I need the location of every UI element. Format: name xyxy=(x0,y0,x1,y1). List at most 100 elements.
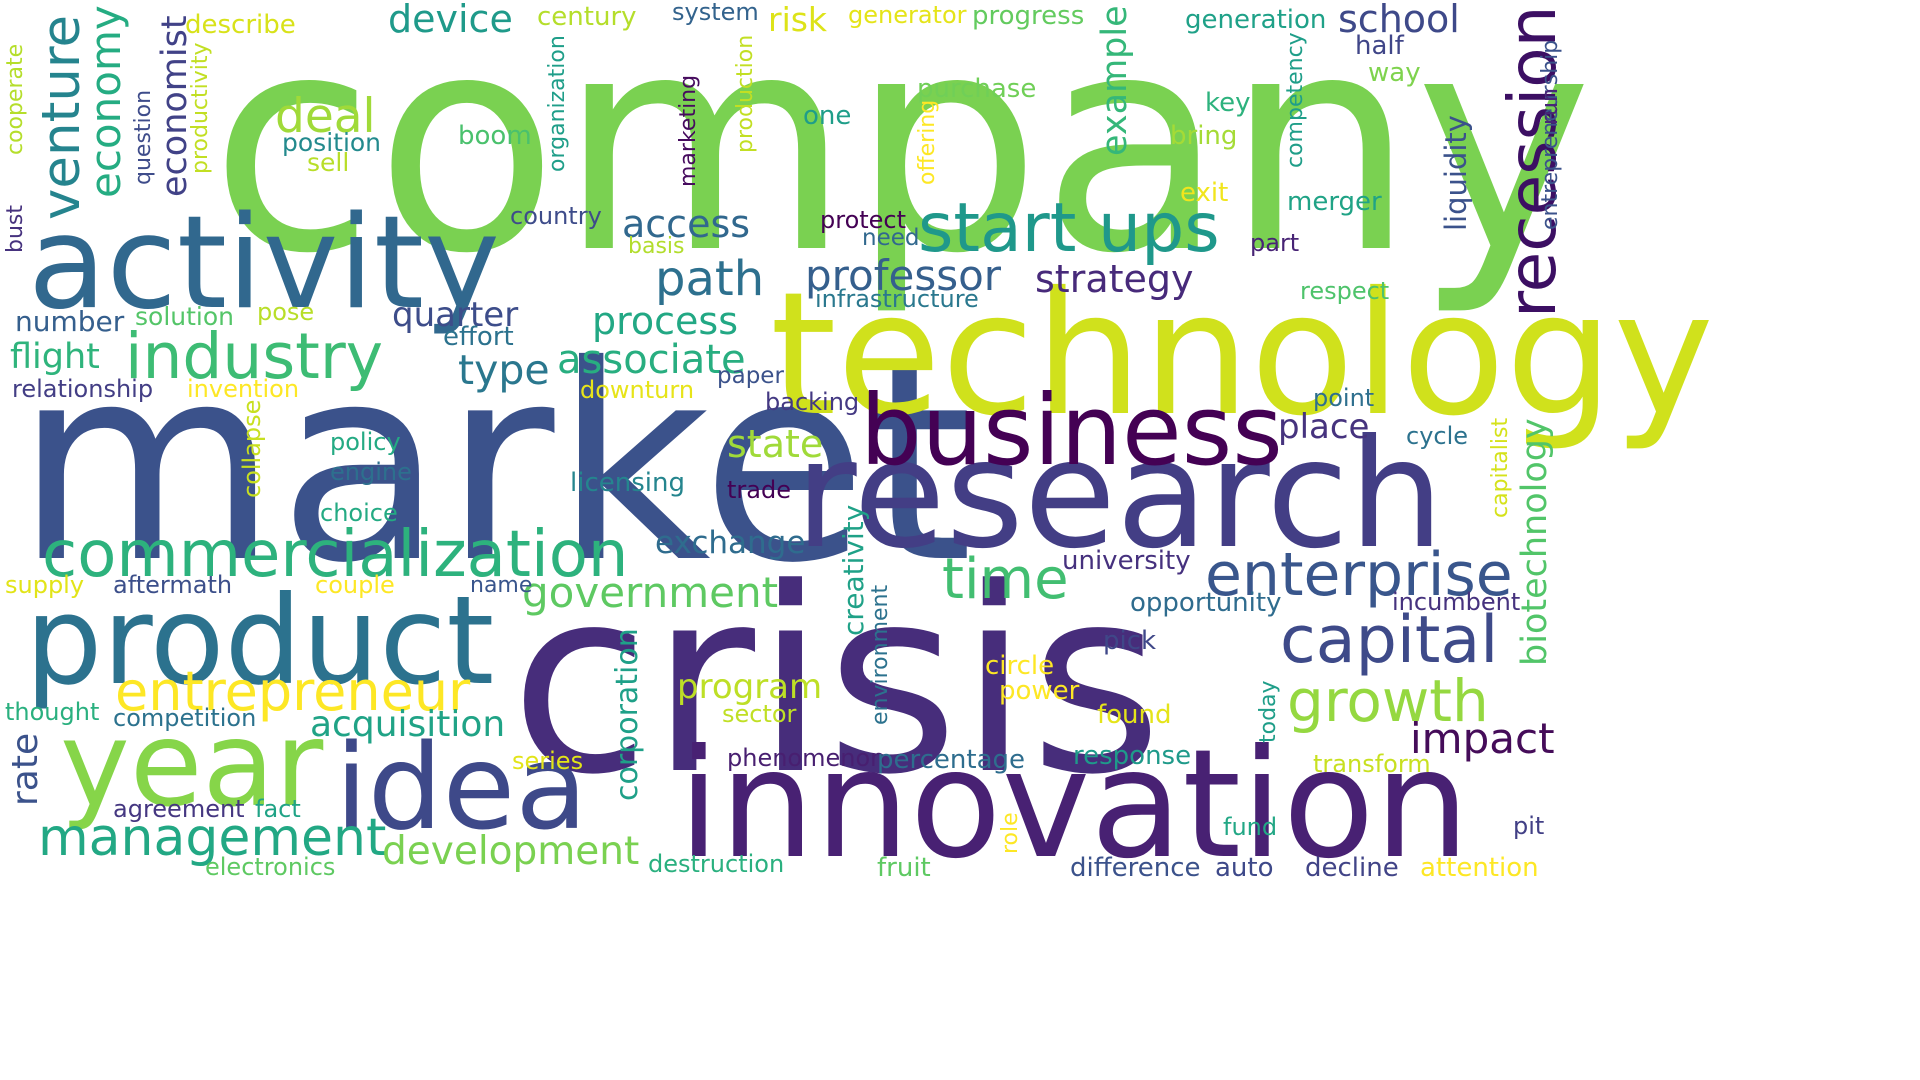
word-number: number xyxy=(15,305,125,338)
word-infrastructure: infrastructure xyxy=(815,285,979,313)
word-time: time xyxy=(942,547,1069,612)
word-idea: idea xyxy=(335,718,588,856)
word-production: production xyxy=(733,34,758,153)
word-industry: industry xyxy=(125,320,384,393)
word-bring: bring xyxy=(1170,121,1238,151)
word-development: development xyxy=(382,829,640,874)
word-policy: policy xyxy=(330,428,401,456)
word-exchange: exchange xyxy=(655,525,806,561)
word-collapse: collapse xyxy=(238,399,266,498)
word-fact: fact xyxy=(255,795,301,823)
word-invention: invention xyxy=(187,375,300,403)
word-one: one xyxy=(803,101,852,131)
word-century: century xyxy=(537,2,637,32)
word-trade: trade xyxy=(727,476,791,504)
word-describe: describe xyxy=(185,10,296,40)
word-respect: respect xyxy=(1300,277,1390,305)
word-environment: environment xyxy=(868,584,893,725)
word-innovation: innovation xyxy=(678,718,1470,892)
word-response: response xyxy=(1073,741,1192,771)
word-agreement: agreement xyxy=(113,795,245,823)
word-sell: sell xyxy=(307,148,350,177)
word-associate: associate xyxy=(557,337,746,383)
word-crisis: crisis xyxy=(510,534,1163,831)
word-organization: organization xyxy=(545,35,570,172)
word-professor: professor xyxy=(805,251,1002,300)
word-position: position xyxy=(282,128,382,157)
word-country: country xyxy=(510,202,602,230)
word-university: university xyxy=(1062,546,1191,576)
word-deal: deal xyxy=(275,89,376,144)
word-choice: choice xyxy=(320,499,398,527)
word-generator: generator xyxy=(848,1,967,29)
word-government: government xyxy=(522,568,779,617)
word-business: business xyxy=(860,374,1283,487)
word-downturn: downturn xyxy=(580,376,695,404)
word-protect: protect xyxy=(820,206,907,234)
word-purchase: purchase xyxy=(917,74,1037,104)
word-company: company xyxy=(210,0,1593,319)
word-auto: auto xyxy=(1215,853,1274,883)
word-technology: technology xyxy=(770,256,1714,454)
word-entrepreneurship: entrepreneurship xyxy=(1538,39,1563,230)
word-rate: rate xyxy=(5,732,46,806)
word-merger: merger xyxy=(1287,187,1382,217)
word-decline: decline xyxy=(1305,853,1399,883)
word-series: series xyxy=(512,747,584,775)
word-capital: capital xyxy=(1280,603,1499,678)
word-basis: basis xyxy=(628,234,685,259)
word-creativity: creativity xyxy=(837,504,870,636)
word-percentage: percentage xyxy=(877,745,1026,775)
word-backing: backing xyxy=(765,388,860,416)
word-corporation: corporation xyxy=(610,628,645,801)
word-today: today xyxy=(1256,680,1281,743)
word-device: device xyxy=(388,0,513,41)
word-engine: engine xyxy=(330,458,412,486)
word-impact: impact xyxy=(1410,714,1555,763)
word-enterprise: enterprise xyxy=(1205,540,1513,610)
word-name: name xyxy=(470,573,533,598)
word-phenomenon: phenomenon xyxy=(727,744,886,772)
word-commercialization: commercialization xyxy=(42,518,629,592)
word-process: process xyxy=(592,299,739,343)
word-year: year xyxy=(60,695,324,833)
word-destruction: destruction xyxy=(648,850,785,878)
word-paper: paper xyxy=(717,363,784,389)
word-program: program xyxy=(677,667,823,707)
word-cooperate: cooperate xyxy=(3,43,28,155)
word-system: system xyxy=(672,0,759,26)
word-product: product xyxy=(25,570,495,712)
word-research: research xyxy=(795,408,1444,582)
word-type: type xyxy=(458,346,550,394)
word-quarter: quarter xyxy=(392,295,519,335)
word-fruit: fruit xyxy=(877,853,931,883)
word-competency: competency xyxy=(1283,32,1308,168)
word-place: place xyxy=(1278,407,1370,447)
word-relationship: relationship xyxy=(12,375,154,403)
word-liquidity: liquidity xyxy=(1439,115,1473,231)
word-power: power xyxy=(999,676,1080,706)
word-school: school xyxy=(1338,0,1460,41)
word-aftermath: aftermath xyxy=(113,571,233,599)
word-found: found xyxy=(1097,700,1172,730)
word-state: state xyxy=(727,422,824,466)
word-fund: fund xyxy=(1223,813,1278,841)
word-access: access xyxy=(622,202,751,246)
word-risk: risk xyxy=(768,0,828,39)
word-circle: circle xyxy=(985,651,1055,681)
word-pick: pick xyxy=(1103,626,1157,656)
word-productivity: productivity xyxy=(188,42,213,174)
word-progress: progress xyxy=(972,1,1085,31)
word-opportunity: opportunity xyxy=(1130,588,1282,618)
word-economy: economy xyxy=(81,5,130,198)
word-electronics: electronics xyxy=(205,853,336,881)
word-activity: activity xyxy=(28,189,500,338)
word-solution: solution xyxy=(135,302,234,331)
word-half: half xyxy=(1355,31,1404,61)
word-acquisition: acquisition xyxy=(310,704,506,745)
word-biotechnology: biotechnology xyxy=(1515,418,1555,666)
word-strategy: strategy xyxy=(1035,257,1194,301)
word-competition: competition xyxy=(113,704,257,732)
word-pit: pit xyxy=(1513,812,1545,840)
word-transform: transform xyxy=(1313,750,1431,778)
